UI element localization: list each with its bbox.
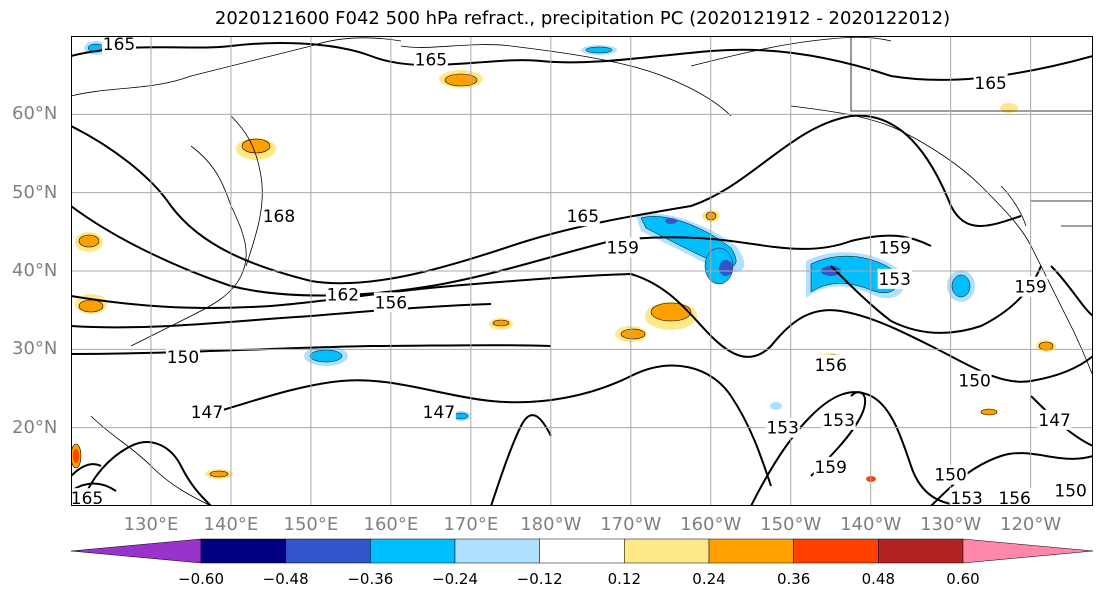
contour-label-background bbox=[165, 347, 200, 368]
contour-label: 153 bbox=[950, 489, 982, 506]
colorbar-segment bbox=[200, 538, 286, 564]
longitude-label: 140°W bbox=[840, 514, 902, 535]
colorbar-tick-label: −0.60 bbox=[178, 570, 224, 588]
contour-label: 147 bbox=[1038, 411, 1070, 431]
contour-label: 168 bbox=[263, 207, 295, 227]
map-border bbox=[71, 36, 1093, 506]
contour-label: 153 bbox=[822, 411, 854, 431]
contour-label-background bbox=[973, 73, 1008, 93]
contour-label-background bbox=[877, 268, 912, 289]
contour-label-background bbox=[933, 464, 968, 485]
colorbar bbox=[71, 538, 1093, 564]
contour-label: 165 bbox=[567, 207, 599, 227]
contour-label-background bbox=[821, 409, 856, 430]
contour-label-background bbox=[997, 488, 1032, 506]
contour-label-background bbox=[413, 49, 448, 70]
contour-label: 150 bbox=[1054, 481, 1086, 501]
longitude-label: 160°E bbox=[363, 514, 419, 535]
contour-label: 150 bbox=[167, 348, 199, 368]
longitude-label: 150°W bbox=[760, 514, 822, 535]
contour-line-layer bbox=[71, 42, 1093, 506]
map-title: 2020121600 F042 500 hPa refract., precip… bbox=[214, 8, 951, 29]
longitude-label: 180°W bbox=[520, 514, 582, 535]
colorbar-tick-label: 0.12 bbox=[607, 570, 642, 588]
longitude-label: 150°E bbox=[283, 514, 339, 535]
contour-label-background bbox=[189, 402, 224, 422]
longitude-label: 170°W bbox=[600, 514, 662, 535]
map-frame[interactable]: 1651651651681681651591591531621561591501… bbox=[71, 36, 1093, 506]
map-svg: 1651651651681681651591591531621561591501… bbox=[71, 36, 1093, 506]
contour-label-background bbox=[1037, 409, 1072, 430]
contour-label: 159 bbox=[878, 239, 910, 259]
colorbar-tick-label: −0.24 bbox=[432, 570, 478, 588]
contour-label-layer: 1651651651681681651591591531621561591501… bbox=[71, 36, 1088, 506]
colorbar-tick-label: −0.36 bbox=[347, 570, 394, 588]
contour-label: 147 bbox=[423, 403, 455, 423]
contour-label-background bbox=[325, 284, 360, 305]
colorbar-segment bbox=[370, 538, 456, 564]
contour-label-background bbox=[565, 206, 600, 227]
colorbar-tick-label: 0.36 bbox=[776, 570, 811, 588]
contour-label-background bbox=[949, 488, 984, 506]
contour-label-background bbox=[813, 456, 848, 477]
contour-label-background bbox=[261, 206, 296, 227]
contour-label: 156 bbox=[375, 293, 407, 313]
latitude-label: 40°N bbox=[12, 260, 58, 281]
contour-label: 159 bbox=[814, 458, 846, 478]
colorbar-tick-label: 0.60 bbox=[946, 570, 980, 588]
contour-label-background bbox=[877, 237, 912, 258]
colorbar-segment bbox=[624, 538, 710, 564]
contour-label: 147 bbox=[191, 403, 223, 423]
contour-label: 165 bbox=[103, 36, 135, 55]
latitude-label: 60°N bbox=[12, 103, 58, 125]
colorbar-tick-label: −0.12 bbox=[516, 570, 563, 588]
contour-label-background bbox=[101, 36, 136, 54]
contour-label: 153 bbox=[878, 270, 910, 290]
longitude-label: 120°W bbox=[1000, 514, 1062, 535]
contour-label: 153 bbox=[766, 419, 798, 439]
contour-label-background bbox=[373, 292, 408, 313]
colorbar-tick-label: 0.24 bbox=[692, 570, 726, 588]
longitude-label: 130°W bbox=[920, 514, 982, 535]
contour-label-background bbox=[605, 237, 640, 258]
latitude-label: 20°N bbox=[12, 416, 58, 438]
contour-label: 162 bbox=[327, 286, 359, 306]
colorbar-segment bbox=[539, 538, 625, 564]
colorbar-segment bbox=[71, 538, 202, 564]
contour-label-background bbox=[957, 370, 992, 391]
colorbar-segment bbox=[285, 538, 371, 564]
contour-label: 156 bbox=[814, 356, 846, 376]
contour-label: 150 bbox=[958, 372, 990, 392]
contour-label-background bbox=[1013, 276, 1048, 297]
colorbar-segment bbox=[962, 538, 1093, 564]
contour-label-background bbox=[421, 402, 456, 422]
longitude-label: 160°W bbox=[680, 514, 742, 535]
colorbar-segment bbox=[454, 538, 540, 564]
latitude-label: 30°N bbox=[12, 338, 58, 360]
colorbar-segment bbox=[708, 538, 794, 564]
contour-label: 165 bbox=[415, 51, 447, 71]
colorbar-tick-label: −0.48 bbox=[262, 570, 309, 588]
graticule bbox=[71, 36, 1093, 506]
contour-label-background bbox=[813, 355, 848, 375]
contour-label: 165 bbox=[71, 489, 103, 506]
longitude-label: 140°E bbox=[203, 514, 259, 535]
contour-label-background bbox=[71, 488, 104, 506]
colorbar-segment bbox=[878, 538, 964, 564]
contour-label: 159 bbox=[1014, 278, 1046, 298]
contour-label-background bbox=[1053, 480, 1088, 501]
contour-label-background bbox=[765, 417, 800, 438]
contour-label: 165 bbox=[974, 74, 1006, 94]
colorbar-segment bbox=[793, 538, 879, 564]
contour-label: 156 bbox=[998, 489, 1030, 506]
longitude-label: 130°E bbox=[123, 514, 179, 535]
contour-label: 150 bbox=[934, 466, 966, 486]
colorbar-tick-label: 0.48 bbox=[861, 570, 896, 588]
contour-label: 159 bbox=[607, 239, 639, 259]
latitude-label: 50°N bbox=[12, 181, 58, 203]
longitude-label: 170°E bbox=[443, 514, 499, 535]
